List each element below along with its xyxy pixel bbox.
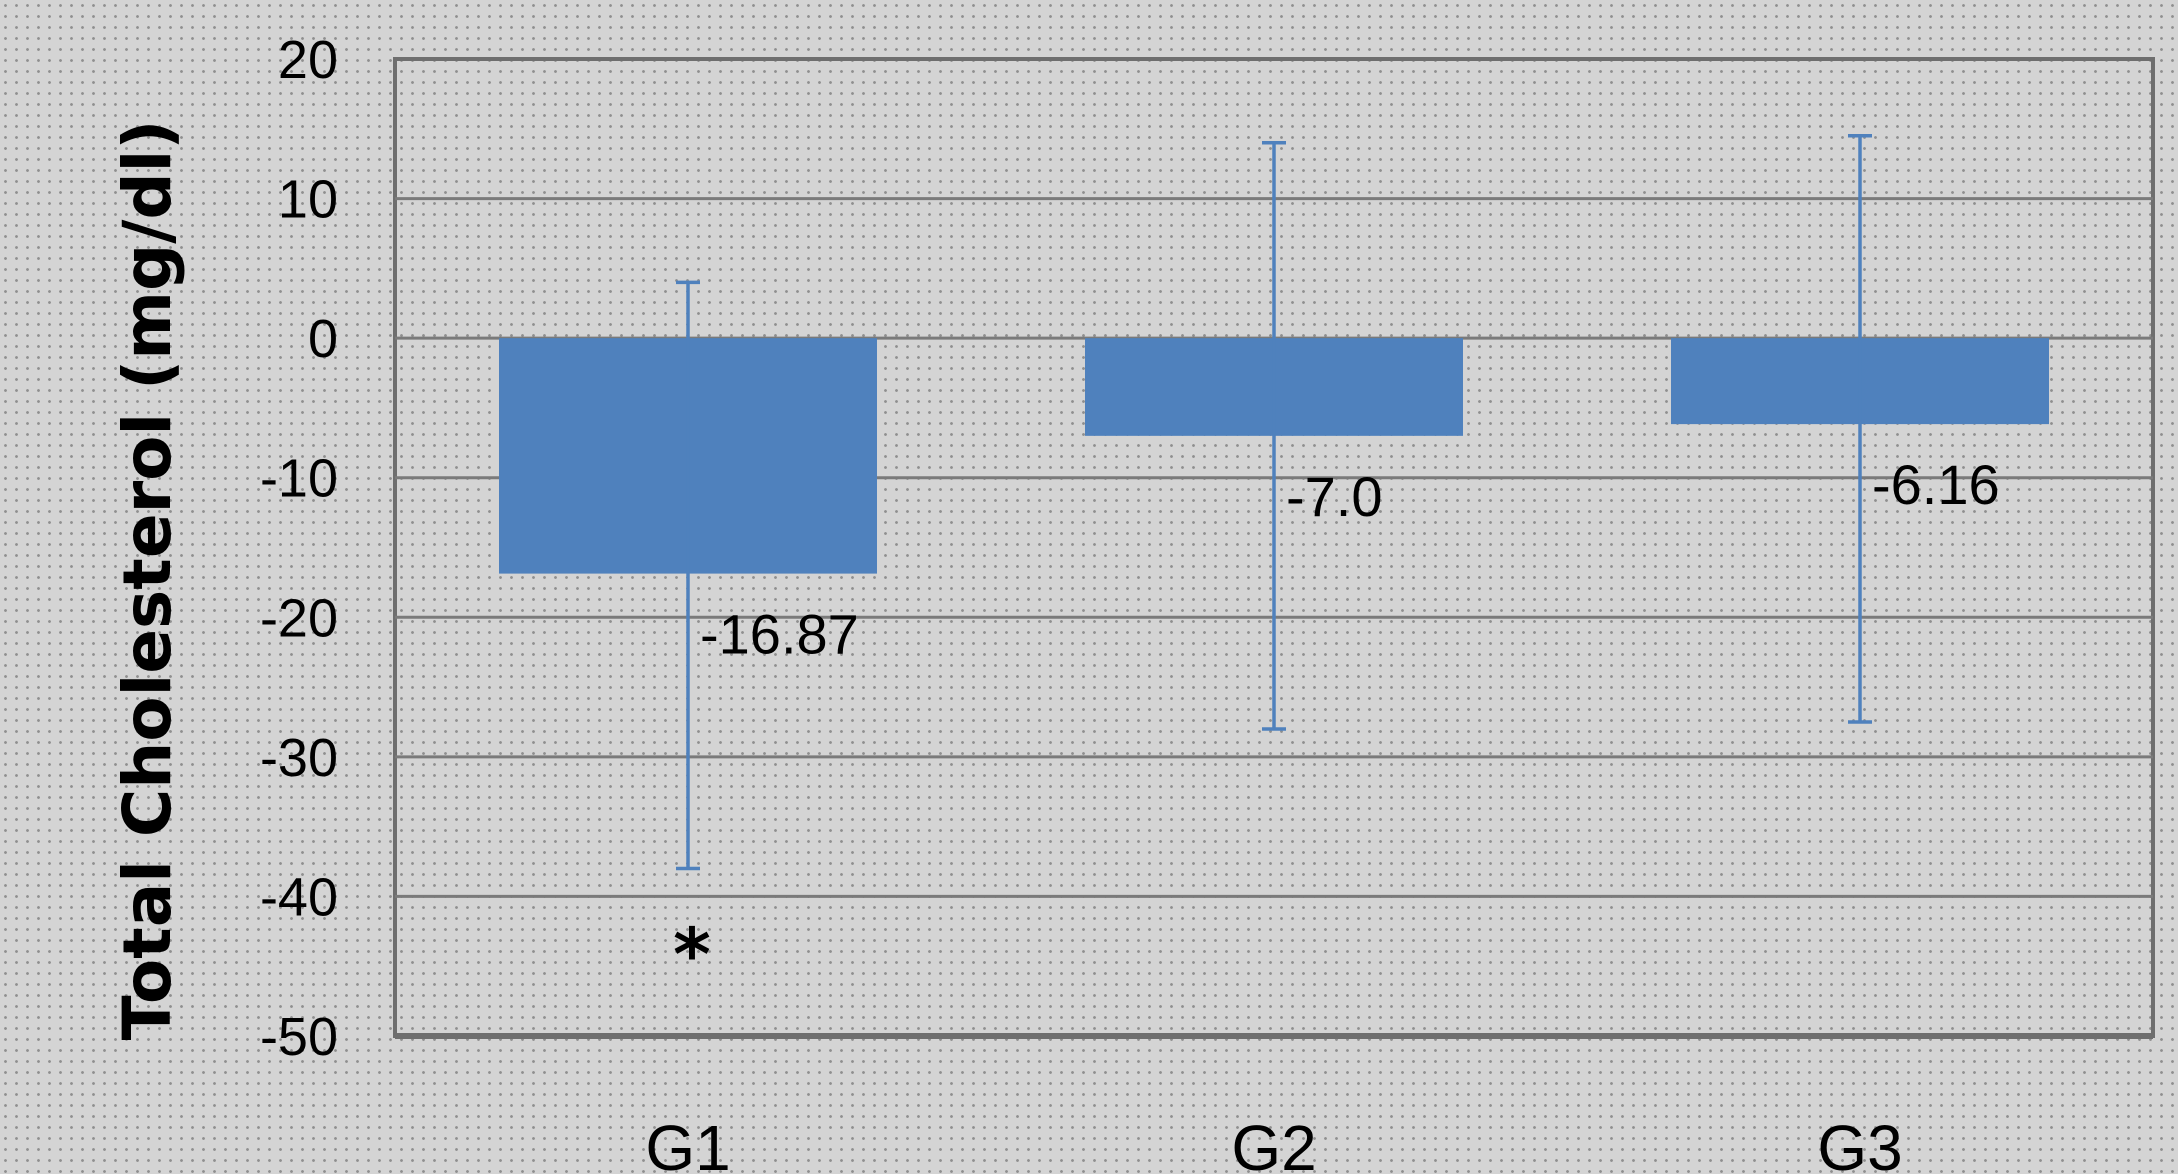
data-label: -16.87	[700, 603, 859, 666]
y-tick-label: 20	[278, 30, 338, 90]
text-layer: 20 10 0 -10 -20 -30 -40 -50 -16.87 G1 -7.0 G2 -6.16 G…	[260, 30, 2000, 1174]
x-tick-label: G3	[1817, 1112, 1902, 1174]
y-tick-label: -40	[260, 867, 338, 927]
significance-marker: *	[673, 912, 711, 996]
x-tick-label: G1	[645, 1112, 730, 1174]
error-bar-layer	[676, 134, 1872, 871]
data-label: -6.16	[1872, 453, 2000, 516]
y-axis-title: Total Cholesterol (mg/dl)	[109, 120, 186, 1041]
y-tick-label: -50	[260, 1007, 338, 1067]
y-tick-label: 0	[308, 309, 338, 369]
y-tick-label: 10	[278, 170, 338, 230]
y-tick-label: -30	[260, 728, 338, 788]
data-label: -7.0	[1286, 465, 1383, 528]
y-tick-label: -10	[260, 449, 338, 509]
x-tick-label: G2	[1231, 1112, 1316, 1174]
y-tick-label: -20	[260, 588, 338, 648]
